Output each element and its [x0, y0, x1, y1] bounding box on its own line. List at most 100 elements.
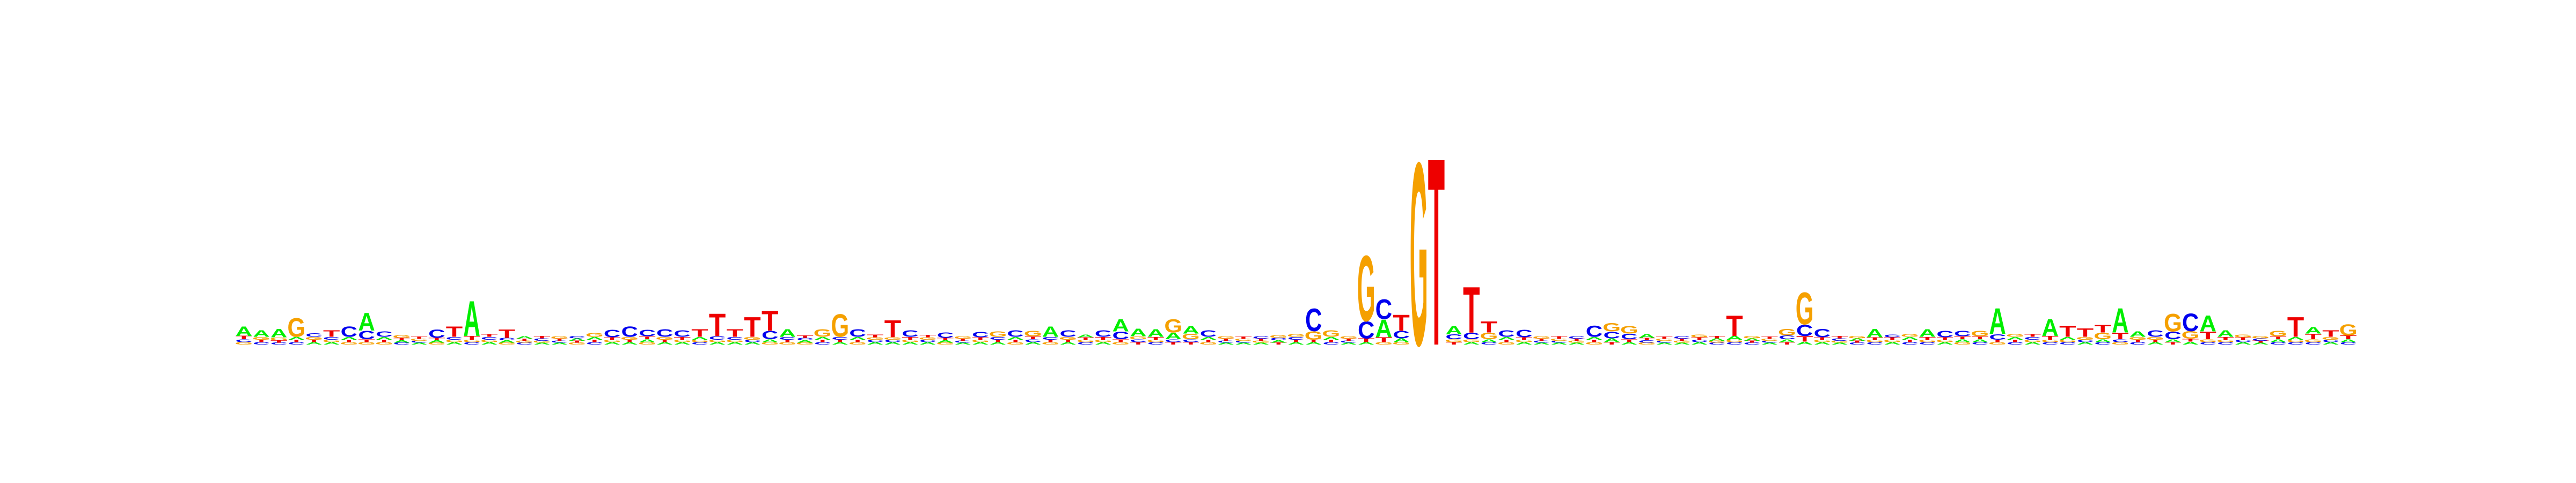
logo-letter-a: A	[2305, 325, 2322, 336]
logo-letter-g: G	[814, 327, 832, 339]
logo-letter-t: T	[814, 339, 831, 343]
logo-letter-a: A	[1147, 327, 1164, 339]
logo-stacks: GCTACTGACTGACTAGATGCAGCTGTACGTCAGTACCATG…	[235, 102, 2357, 401]
logo-letter-g: G	[691, 339, 709, 343]
logo-letter-t: T	[1130, 341, 1146, 345]
logo-letter-a: A	[568, 338, 585, 341]
logo-letter-g: G	[568, 342, 586, 345]
logo-letter-g: G	[1094, 339, 1113, 343]
logo-letter-a: A	[779, 327, 796, 339]
logo-letter-t: T	[1218, 338, 1234, 341]
logo-letter-t: T	[1550, 336, 1567, 340]
logo-letter-a: A	[2059, 336, 2076, 340]
logo-letter-a: A	[1638, 333, 1655, 339]
logo-letter-a: A	[393, 340, 410, 343]
logo-letter-a: A	[533, 342, 550, 345]
logo-letter-c: C	[1270, 337, 1287, 341]
logo-letter-g: G	[796, 342, 814, 345]
logo-letter-g: G	[551, 336, 569, 340]
logo-letter-c: C	[1042, 336, 1059, 340]
logo-letter-c: C	[744, 339, 760, 343]
logo-letter-a: A	[709, 341, 726, 345]
logo-letter-c: C	[2024, 336, 2041, 340]
logo-letter-t: T	[604, 336, 620, 340]
logo-letter-a: A	[2041, 314, 2058, 341]
logo-letter-a: A	[463, 291, 480, 347]
logo-letter-t: T	[1007, 339, 1023, 343]
logo-letter-a: A	[428, 340, 445, 343]
logo-letter-c: C	[849, 327, 866, 339]
logo-letter-a: A	[516, 336, 532, 340]
logo-letter-a: A	[2252, 342, 2269, 345]
logo-letter-c: C	[1673, 336, 1690, 340]
logo-letter-g: G	[936, 342, 955, 345]
logo-letter-t: T	[481, 333, 498, 338]
logo-letter-t: T	[691, 327, 708, 339]
logo-letter-t: T	[779, 339, 796, 343]
logo-letter-t: T	[499, 327, 515, 341]
logo-letter-t: T	[1375, 336, 1393, 343]
logo-letter-g: G	[1077, 339, 1095, 343]
logo-letter-t: T	[2322, 328, 2339, 339]
logo-letter-c: C	[1901, 341, 1918, 345]
logo-letter-c: C	[1059, 328, 1076, 339]
logo-letter-t: T	[288, 339, 305, 343]
logo-letter-g: G	[1515, 339, 1533, 343]
logo-letter-c: C	[1200, 328, 1217, 339]
logo-letter-g: G	[1533, 336, 1551, 340]
logo-letter-g: G	[673, 339, 691, 343]
logo-letter-g: G	[1006, 341, 1024, 345]
logo-letter-g: G	[498, 342, 516, 345]
logo-letter-t: T	[2112, 331, 2129, 342]
logo-letter-t: T	[902, 336, 919, 340]
logo-letter-g: G	[480, 339, 499, 343]
logo-letter-a: A	[1498, 336, 1514, 340]
logo-letter-c: C	[639, 328, 655, 339]
logo-letter-g: G	[463, 339, 481, 343]
logo-letter-t: T	[2024, 333, 2041, 338]
logo-letter-a: A	[1253, 342, 1269, 345]
logo-letter-a: A	[2287, 336, 2304, 340]
logo-letter-t: T	[1270, 342, 1287, 345]
logo-letter-a: A	[1603, 337, 1620, 343]
logo-letter-g: G	[1865, 339, 1884, 343]
logo-letter-a: A	[2217, 328, 2234, 339]
logo-letter-t: T	[1024, 335, 1042, 340]
logo-letter-a: A	[1831, 342, 1848, 345]
logo-letter-c: C	[1182, 339, 1199, 343]
logo-letter-t: T	[1867, 336, 1883, 340]
logo-letter-t: T	[1936, 336, 1953, 340]
logo-letter-t: T	[270, 340, 287, 343]
logo-letter-c: C	[1024, 339, 1041, 343]
logo-letter-t: T	[1059, 339, 1076, 343]
logo-letter-c: C	[2340, 341, 2357, 345]
logo-letter-g: G	[1042, 341, 1060, 345]
logo-letter-c: C	[1550, 340, 1567, 343]
logo-letter-a: A	[656, 341, 673, 345]
logo-letter-c: C	[1691, 339, 1708, 343]
logo-letter-g: G	[2304, 339, 2322, 343]
logo-letter-t: T	[2077, 326, 2094, 340]
logo-letter-c: C	[411, 340, 427, 343]
logo-letter-a: A	[1709, 338, 1725, 341]
logo-letter-t: T	[1744, 340, 1760, 343]
logo-letter-a: A	[814, 336, 831, 340]
logo-letter-a: A	[1095, 341, 1111, 345]
logo-letter-c: C	[621, 324, 638, 340]
logo-letter-t: T	[2007, 339, 2023, 343]
logo-letter-c: C	[1358, 317, 1374, 344]
